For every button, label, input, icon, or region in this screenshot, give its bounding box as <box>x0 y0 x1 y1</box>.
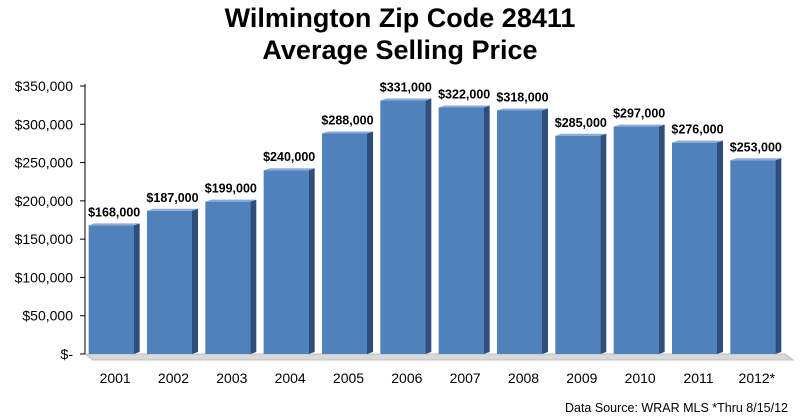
y-tick-label: $300,000 <box>15 116 74 132</box>
x-tick-label: 2005 <box>333 370 364 386</box>
bar <box>88 223 140 354</box>
bar-side <box>775 158 782 354</box>
bar <box>438 105 490 354</box>
data-labels: $168,000 $187,000 $199,000 $240,000 $288,000… <box>88 81 782 220</box>
bar-top <box>497 108 548 111</box>
bar-side <box>600 133 607 354</box>
bar-side <box>542 108 548 354</box>
bar <box>322 131 373 354</box>
chart-title: Wilmington Zip Code 28411 Average Sellin… <box>0 2 800 66</box>
bar-data-label: $168,000 <box>88 205 140 219</box>
bar-top <box>263 168 315 171</box>
bar <box>613 124 665 354</box>
x-tick-label: 2011 <box>683 370 713 386</box>
x-axis: 2001 2002 2003 2004 2005 2006 2007 2008 2009 2010… <box>100 370 776 386</box>
bar-top <box>322 131 373 134</box>
y-tick-label: $50,000 <box>22 308 73 324</box>
bar-side <box>717 140 723 354</box>
y-tick-label: $- <box>61 346 74 362</box>
x-tick-label: 2010 <box>625 370 656 386</box>
bar <box>380 98 432 354</box>
bar <box>205 199 257 354</box>
bar-side <box>658 124 665 354</box>
x-tick-label: 2008 <box>508 370 539 386</box>
bar-top <box>88 223 140 226</box>
x-tick-label: 2001 <box>100 370 131 386</box>
bar-data-label: $187,000 <box>146 191 198 205</box>
x-tick-label: 2004 <box>275 370 306 386</box>
bar <box>555 133 607 354</box>
bar <box>672 140 723 354</box>
bars <box>88 98 782 354</box>
bar-front <box>322 133 367 354</box>
bar-front <box>205 201 251 354</box>
bar-data-label: $322,000 <box>438 87 490 101</box>
bar-front <box>555 135 601 354</box>
chart-title-line1: Wilmington Zip Code 28411 <box>224 3 576 33</box>
x-tick-label: 2003 <box>216 370 247 386</box>
bar <box>730 158 782 354</box>
bar-data-label: $199,000 <box>205 182 257 196</box>
x-tick-label: 2009 <box>566 370 597 386</box>
bar-data-label: $253,000 <box>730 140 782 154</box>
bar <box>497 108 548 354</box>
bar-top <box>147 208 198 211</box>
bar-side <box>425 98 432 354</box>
x-tick-label: 2006 <box>391 370 422 386</box>
bar-top <box>438 105 490 108</box>
bar-front <box>672 142 717 354</box>
bar-data-label: $318,000 <box>496 91 548 105</box>
bar-side <box>308 168 315 354</box>
bar-front <box>497 110 542 354</box>
bar-front <box>88 225 134 354</box>
x-tick-label: 2002 <box>158 370 189 386</box>
y-axis: $- $50,000 $100,000 $150,000 $200,000 $250,00… <box>15 78 86 362</box>
bar-data-label: $276,000 <box>671 123 723 137</box>
bar-side <box>192 208 198 354</box>
bar-side <box>367 131 373 354</box>
bar <box>147 208 198 354</box>
bar-top <box>730 158 782 161</box>
bar-front <box>730 160 776 354</box>
chart-floor <box>83 353 795 361</box>
bar-front <box>438 107 484 354</box>
bar-side <box>133 223 140 354</box>
bar-data-label: $240,000 <box>263 150 315 164</box>
bar-front <box>380 100 426 354</box>
bar-top <box>205 199 257 202</box>
bar-top <box>613 124 665 127</box>
chart-floor-plane <box>83 353 795 361</box>
bar-front <box>147 210 192 354</box>
bar-front <box>263 170 309 354</box>
chart-title-line2: Average Selling Price <box>262 35 538 65</box>
bar-data-label: $288,000 <box>321 113 373 127</box>
bar-data-label: $331,000 <box>380 81 432 95</box>
bar-top <box>672 140 723 143</box>
y-tick-label: $100,000 <box>15 269 74 285</box>
bar-data-label: $297,000 <box>613 107 665 121</box>
y-tick-label: $350,000 <box>15 78 74 94</box>
bar-data-label: $285,000 <box>555 116 607 130</box>
y-tick-label: $150,000 <box>15 231 74 247</box>
bar <box>263 168 315 354</box>
data-source-footer: Data Source: WRAR MLS *Thru 8/15/12 <box>564 401 788 415</box>
bar-top <box>380 98 432 101</box>
bar-side <box>250 199 257 354</box>
y-tick-label: $250,000 <box>15 155 74 171</box>
x-tick-label: 2007 <box>450 370 481 386</box>
y-tick-label: $200,000 <box>15 193 74 209</box>
bar-side <box>483 105 490 354</box>
bar-top <box>555 133 607 136</box>
bar-front <box>613 126 659 354</box>
x-tick-label: 2012* <box>739 370 776 386</box>
